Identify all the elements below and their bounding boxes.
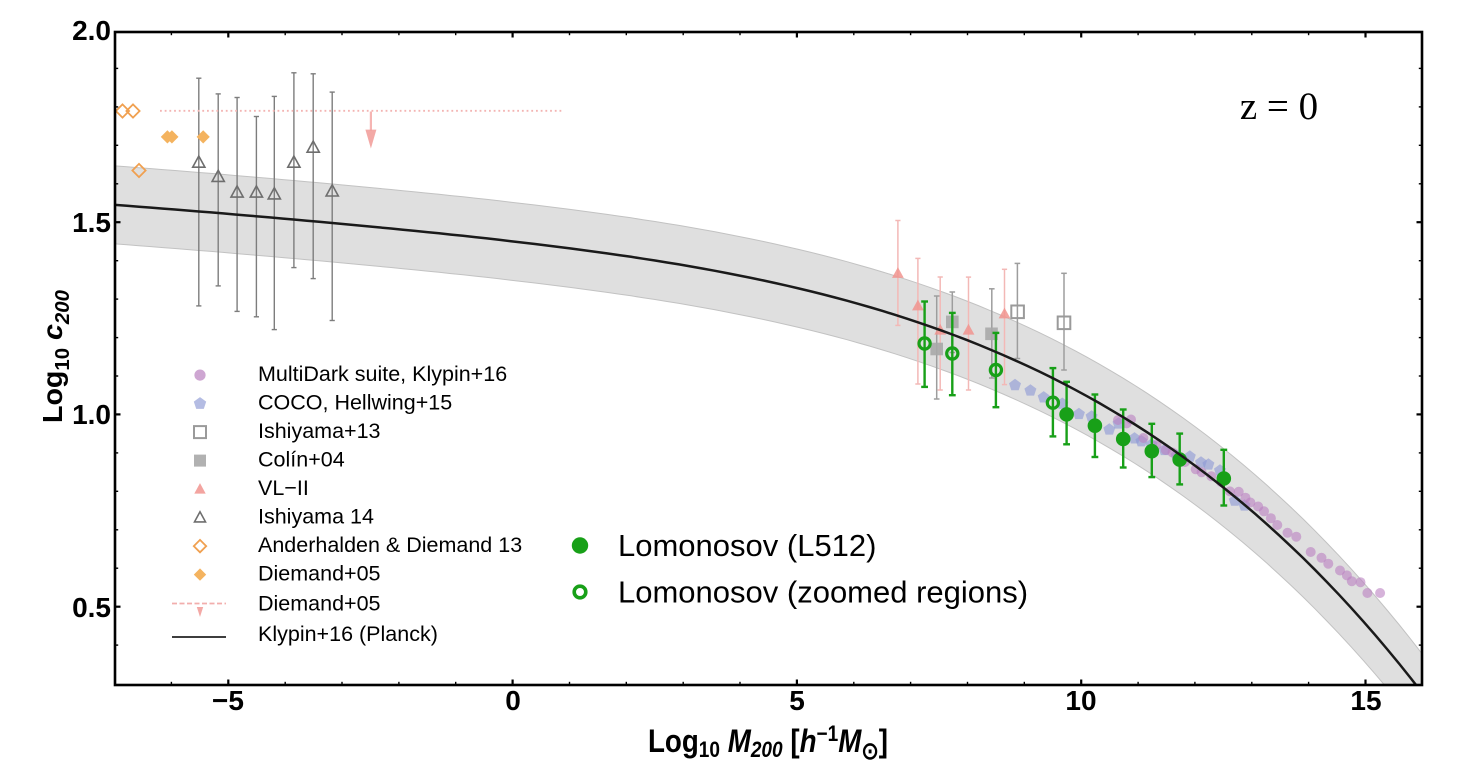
svg-text:5: 5 bbox=[789, 685, 805, 716]
svg-text:Ishiyama 14: Ishiyama 14 bbox=[258, 504, 374, 528]
svg-text:2.0: 2.0 bbox=[72, 15, 111, 46]
svg-text:Log10 M200 [h−1M⊙]: Log10 M200 [h−1M⊙] bbox=[648, 721, 888, 765]
svg-text:Colín+04: Colín+04 bbox=[258, 447, 345, 471]
svg-text:Anderhalden & Diemand 13: Anderhalden & Diemand 13 bbox=[258, 533, 522, 557]
svg-text:Klypin+16 (Planck): Klypin+16 (Planck) bbox=[258, 622, 438, 646]
svg-text:Lomonosov (zoomed regions): Lomonosov (zoomed regions) bbox=[618, 575, 1028, 610]
svg-text:MultiDark suite, Klypin+16: MultiDark suite, Klypin+16 bbox=[258, 362, 507, 386]
svg-text:−5: −5 bbox=[212, 685, 244, 716]
svg-text:Diemand+05: Diemand+05 bbox=[258, 592, 381, 616]
svg-text:10: 10 bbox=[1065, 685, 1096, 716]
svg-text:Diemand+05: Diemand+05 bbox=[258, 561, 381, 585]
svg-text:1.0: 1.0 bbox=[72, 399, 111, 430]
svg-text:COCO, Hellwing+15: COCO, Hellwing+15 bbox=[258, 390, 452, 414]
svg-text:0.5: 0.5 bbox=[72, 592, 111, 623]
svg-text:Lomonosov (L512): Lomonosov (L512) bbox=[618, 528, 877, 563]
svg-text:z = 0: z = 0 bbox=[1240, 85, 1318, 128]
svg-text:1.5: 1.5 bbox=[72, 207, 111, 238]
svg-text:15: 15 bbox=[1350, 685, 1381, 716]
svg-text:0: 0 bbox=[505, 685, 521, 716]
svg-text:Ishiyama+13: Ishiyama+13 bbox=[258, 419, 381, 443]
svg-text:VL−II: VL−II bbox=[258, 476, 309, 500]
